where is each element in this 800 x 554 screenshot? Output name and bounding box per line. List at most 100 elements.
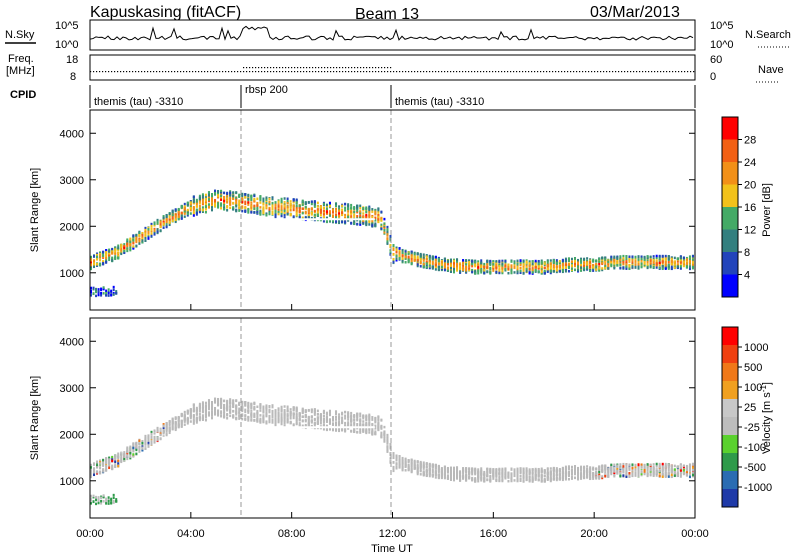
velocity-cell [474,480,477,483]
velocity-cell [174,426,177,429]
power-cell [171,217,174,221]
velocity-cell [325,417,328,420]
power-cell [195,205,198,208]
velocity-cell [102,468,105,471]
power-cell [583,261,586,264]
power-cell [316,205,319,208]
freq-dot [330,71,332,73]
power-cell [108,248,111,252]
power-cell [141,241,144,244]
velocity-cell [226,406,229,410]
velocity-cell [207,407,210,411]
freq-dot [96,71,98,73]
freq-dot [570,71,572,73]
power-cell [322,215,325,219]
velocity-cell [235,404,238,408]
power-cell [220,202,223,205]
power-cell [93,265,96,269]
power-cell [661,264,664,268]
power-cell [688,260,691,263]
velocity-cell [204,407,207,410]
power-cell [688,255,691,258]
power-cell [577,269,580,272]
power-cell [652,265,655,269]
velocity-cell [235,409,238,413]
power-cell [274,201,277,204]
velocity-cell [328,422,331,425]
power-cell [498,263,501,267]
power-cell [434,263,437,267]
power-cell [380,219,383,222]
power-cell [105,250,108,254]
velocity-cell [474,477,477,481]
power-cell [362,208,365,212]
velocity-cell [350,418,353,422]
velocity-cell [247,415,250,419]
power-cell [640,258,643,262]
freq-dot [300,71,302,73]
power-cell [204,210,207,214]
power-cell [195,211,198,215]
velocity-cell [425,463,428,466]
power-cell [561,266,564,269]
velocity-cell [183,413,186,416]
velocity-cell [428,468,431,472]
velocity-cell [310,421,313,424]
velocity-cell [325,420,328,423]
power-cell [250,196,253,199]
freq-dot-upper [285,67,287,69]
velocity-cell [449,476,452,480]
velocity-cell [344,414,347,418]
power-cell [570,262,573,265]
power-cell [156,220,159,224]
power-cell [201,208,204,212]
power-cell [622,254,625,258]
freq-dot [348,71,350,73]
power-cell [271,206,274,209]
power-cell [241,194,244,198]
velocity-cell [350,424,353,428]
velocity-cell [347,415,350,418]
power-cell [670,267,673,271]
freq-dot [651,71,653,73]
velocity-cell [465,478,468,482]
velocity-cell [377,422,380,425]
velocity-cell [286,410,289,413]
power-cell [486,259,489,263]
power-cell [99,263,102,267]
power-cell [141,232,144,235]
freq-dot [612,71,614,73]
velocity-cell [114,463,117,466]
power-cell [625,261,628,264]
power-cell [129,245,132,248]
velocity-cell [283,410,286,414]
power-cell [586,267,589,271]
velocity-cell [235,406,238,410]
velocity-cell [383,437,386,440]
power-cell [377,214,380,217]
velocity-cell [477,477,480,480]
power-cell [217,203,220,207]
power-cell [564,270,567,273]
power-cell [362,219,365,223]
power-cell [114,257,117,261]
power-cell [652,255,655,258]
power-cell [165,225,168,229]
cpid-label: CPID [10,89,36,101]
freq-dot [639,71,641,73]
power-cell [180,217,183,220]
power-cell [471,268,474,272]
velocity-cell [165,433,168,437]
velocity-cell [105,468,108,472]
velocity-cell [486,471,489,474]
velocity-cell [377,423,380,427]
velocity-cell [180,419,183,423]
velocity-cell [459,471,462,475]
power-cell [534,266,537,269]
nave-tick-top: 60 [710,54,722,66]
power-cell [90,255,92,259]
power-cell [673,256,676,260]
velocity-cell [292,412,295,415]
freq-dot-upper [252,67,254,69]
freq-dot [564,71,566,73]
